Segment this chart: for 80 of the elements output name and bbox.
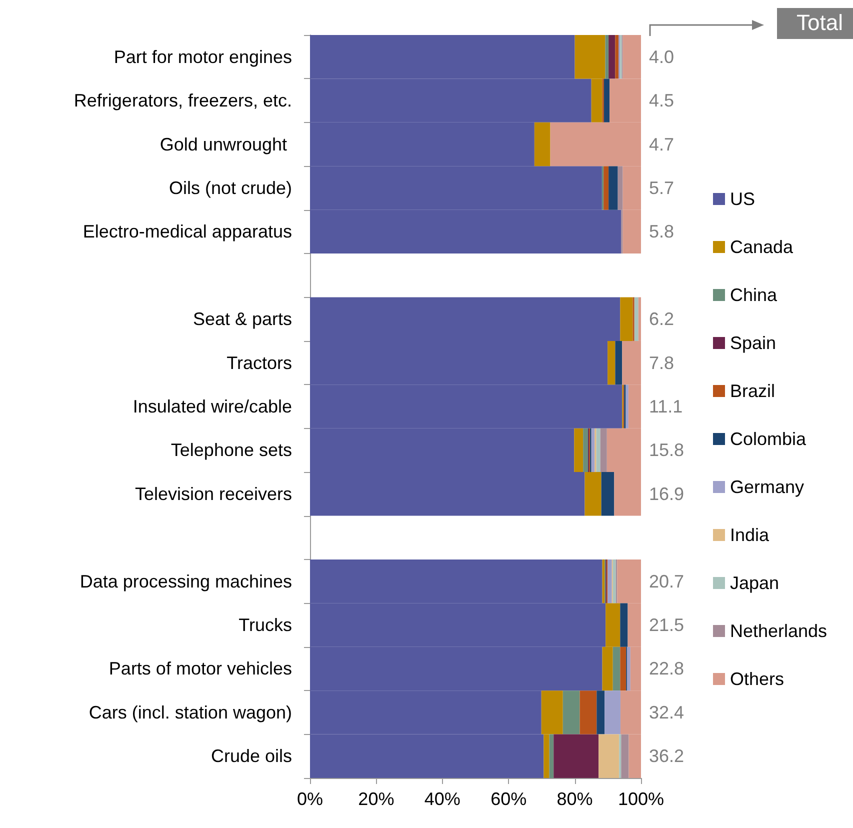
y-tick-label: Refrigerators, freezers, etc. bbox=[74, 90, 292, 111]
bar bbox=[605, 35, 609, 79]
bar bbox=[615, 35, 618, 79]
legend-label: Canada bbox=[730, 237, 794, 257]
legend-label: Netherlands bbox=[730, 621, 828, 641]
legend-label: US bbox=[730, 189, 756, 209]
legend-label: Others bbox=[730, 669, 784, 689]
bar bbox=[549, 734, 554, 778]
bar bbox=[601, 472, 614, 516]
y-tick-label: Insulated wire/cable bbox=[132, 396, 292, 416]
y-tick-label: Oils (not crude) bbox=[168, 178, 292, 198]
y-tick-label: Tractors bbox=[226, 352, 292, 373]
bar bbox=[598, 734, 620, 778]
x-tick-label: 0% bbox=[296, 789, 324, 809]
text: 4.7 bbox=[649, 134, 674, 154]
bar bbox=[634, 297, 638, 341]
legend-label: Germany bbox=[730, 477, 804, 497]
bar bbox=[626, 384, 628, 428]
text: 4.0 bbox=[649, 46, 674, 67]
bar bbox=[580, 690, 597, 734]
bar bbox=[596, 690, 605, 734]
text: 16.9 bbox=[649, 484, 684, 504]
bar bbox=[554, 734, 599, 778]
legend-label: Colombia bbox=[730, 429, 808, 449]
x-tick-label: 20% bbox=[358, 789, 394, 809]
bar bbox=[608, 35, 616, 79]
bar bbox=[608, 340, 616, 385]
text: 32.4 bbox=[649, 702, 684, 722]
bar bbox=[612, 559, 616, 604]
bar bbox=[584, 472, 602, 516]
x-tick-label: 40% bbox=[424, 789, 460, 809]
bar bbox=[621, 734, 629, 778]
bar bbox=[583, 428, 588, 472]
bar bbox=[612, 646, 620, 691]
y-tick-label: Seat & parts bbox=[192, 309, 292, 330]
bar bbox=[604, 166, 609, 210]
text: 4.5 bbox=[649, 90, 674, 111]
text: 20.7 bbox=[649, 571, 684, 592]
bar bbox=[534, 122, 550, 166]
y-tick-label: Data processing machines bbox=[80, 571, 292, 592]
y-tick-label: Gold unwrought bbox=[160, 134, 292, 154]
bar bbox=[604, 690, 620, 734]
text: 15.8 bbox=[649, 440, 684, 460]
text: 36.2 bbox=[649, 746, 684, 766]
bar bbox=[591, 428, 595, 472]
y-tick-label: Television receivers bbox=[134, 484, 292, 504]
y-tick-label: Telephone sets bbox=[170, 440, 292, 460]
y-tick-label: Trucks bbox=[238, 615, 292, 636]
text: Total bbox=[776, 8, 853, 39]
bar bbox=[608, 166, 618, 210]
legend-label: Japan bbox=[730, 573, 780, 593]
bar bbox=[608, 559, 612, 604]
y-tick-label: Crude oils bbox=[210, 746, 292, 766]
legend-label: Spain bbox=[730, 333, 776, 353]
bar bbox=[600, 428, 607, 472]
bar bbox=[596, 428, 600, 472]
bar bbox=[615, 340, 622, 385]
legend-label: Brazil bbox=[730, 381, 776, 401]
text: 22.8 bbox=[649, 658, 684, 679]
x-tick-label: 60% bbox=[490, 789, 527, 809]
text: 21.5 bbox=[649, 615, 684, 636]
y-tick-label: Electro-medical apparatus bbox=[82, 222, 292, 242]
bar bbox=[562, 690, 580, 734]
y-tick-label: Cars (incl. station wagon) bbox=[88, 702, 292, 722]
bar bbox=[620, 646, 626, 691]
bar bbox=[574, 428, 584, 472]
legend-label: China bbox=[730, 285, 778, 305]
y-tick-label: Part for motor engines bbox=[114, 46, 292, 67]
text: 11.1 bbox=[649, 396, 683, 416]
x-tick-label: 80% bbox=[556, 789, 593, 809]
text: 6.2 bbox=[649, 309, 674, 330]
bar bbox=[604, 78, 610, 122]
bar bbox=[620, 297, 633, 341]
legend-label: India bbox=[730, 525, 770, 545]
text: 7.8 bbox=[649, 352, 674, 373]
text: 5.8 bbox=[649, 222, 674, 242]
text: 5.7 bbox=[649, 178, 674, 198]
y-tick-label: Parts of motor vehicles bbox=[108, 658, 292, 679]
bar bbox=[627, 646, 630, 691]
x-tick-label: 100% bbox=[618, 789, 664, 809]
